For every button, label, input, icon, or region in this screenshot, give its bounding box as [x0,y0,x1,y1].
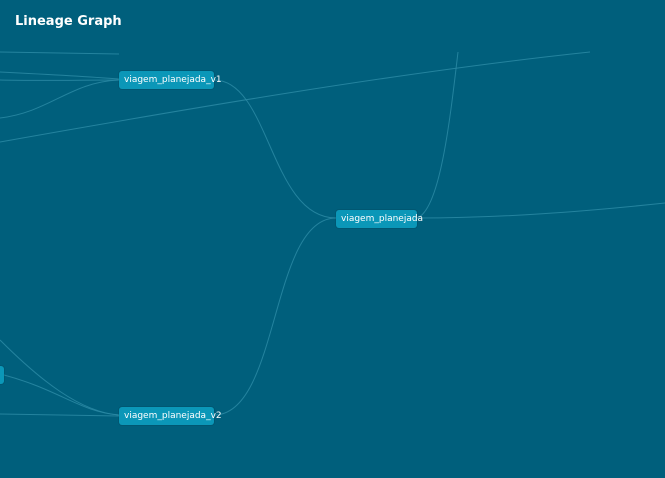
edge-left-to-v2-a [0,339,120,416]
edge-left-to-v1-c [0,79,120,119]
edge-main-to-top [416,51,459,219]
edge-v1-to-main [213,79,337,219]
edge-main-to-right [416,202,665,219]
node-viagem-planejada-v1[interactable]: viagem_planejada_v1 [119,71,222,89]
page-title: Lineage Graph [15,14,122,29]
node-viagem-planejada-v2[interactable]: viagem_planejada_v2 [119,407,222,425]
edge-top-left-line [0,51,120,55]
edge-left-to-v2-c [0,413,120,417]
edge-long-diagonal [0,51,591,143]
edge-left-to-v2-b [3,374,120,416]
node-viagem-planejada[interactable]: viagem_planejada [336,210,423,228]
node-offscreen-partial[interactable] [0,366,4,384]
edge-v2-to-main [213,217,337,416]
edge-left-to-v1-a [0,71,120,80]
